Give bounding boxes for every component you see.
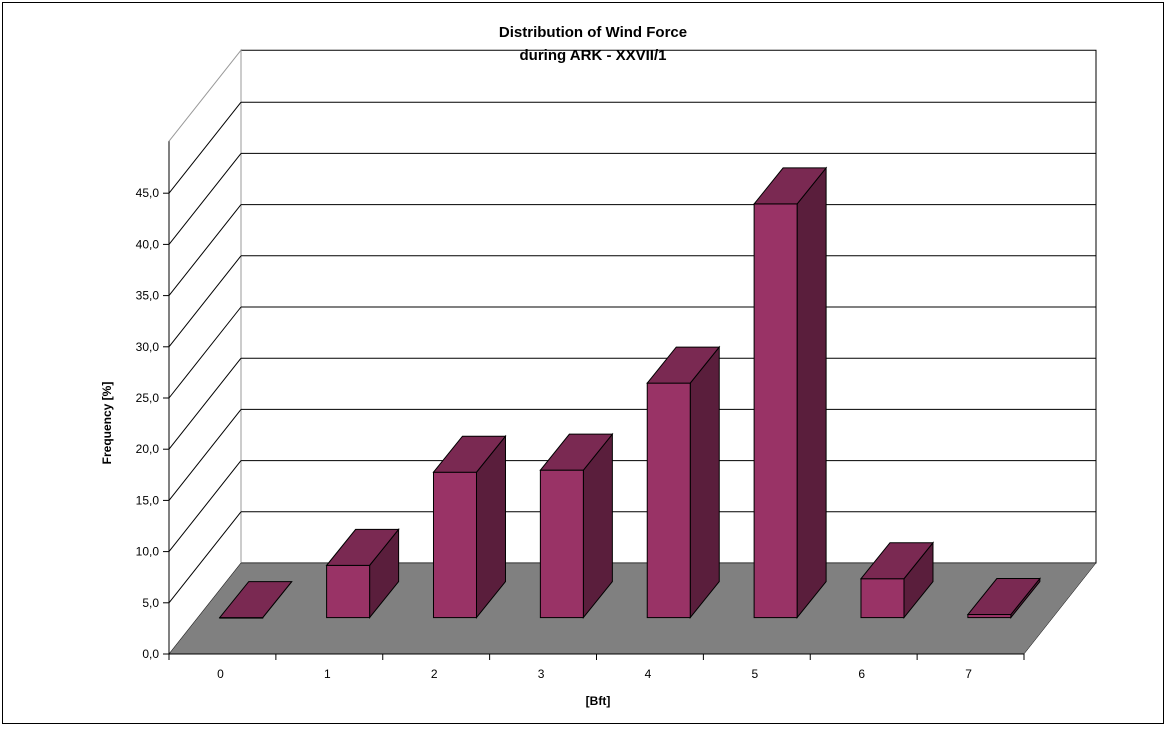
- wind-force-chart: 0,0 5,0 10,0 15,0 20,0 25,0 30,0 35,0 40,0 45,0 0…: [100, 24, 1097, 708]
- gridline-side: [168, 204, 242, 296]
- y-tick-label: 40,0: [136, 237, 160, 251]
- y-tick-labels: 0,0 5,0 10,0 15,0 20,0 25,0 30,0 35,0 40,0 45,0: [136, 186, 160, 661]
- gridline-side: [168, 511, 242, 604]
- y-tick-label: 30,0: [136, 340, 160, 354]
- y-tick-label: 20,0: [136, 442, 160, 456]
- gridlines: [168, 101, 1096, 604]
- y-tick-label: 5,0: [142, 596, 159, 610]
- axes: [163, 141, 1025, 660]
- bar: [753, 166, 828, 620]
- bar-side: [689, 345, 720, 620]
- bar-top: [859, 542, 935, 580]
- x-tick-label: 1: [324, 667, 331, 681]
- bar: [432, 434, 507, 620]
- gridline-side: [168, 255, 242, 348]
- bar: [646, 345, 721, 620]
- bar-front: [326, 564, 371, 619]
- floor-plane: [168, 562, 1097, 655]
- gridline-side: [168, 153, 242, 245]
- bar-top: [432, 435, 507, 473]
- x-tick-label: 3: [538, 667, 545, 681]
- chart-subtitle: during ARK - XXVII/1: [520, 47, 667, 64]
- x-tick-label: 2: [431, 667, 438, 681]
- bar-top: [646, 346, 721, 384]
- y-tick-label: 15,0: [136, 493, 160, 507]
- bar: [966, 577, 1041, 620]
- bar-front: [432, 471, 477, 619]
- gridline-side: [168, 409, 242, 501]
- bar-front: [646, 382, 691, 619]
- chart-title: Distribution of Wind Force: [499, 24, 687, 41]
- bar: [218, 581, 293, 619]
- bar: [325, 527, 400, 620]
- gridline-side: [168, 460, 242, 552]
- y-tick-label: 0,0: [142, 647, 159, 661]
- chart-floor: [168, 562, 1097, 655]
- bar-top: [539, 433, 614, 471]
- x-tick-label: 6: [858, 667, 865, 681]
- y-tick-label: 35,0: [136, 289, 160, 303]
- gridline-side: [168, 306, 242, 399]
- bar-top: [218, 581, 293, 619]
- y-tick-label: 45,0: [136, 186, 160, 200]
- bar-side: [796, 166, 827, 620]
- bar-top: [325, 528, 400, 566]
- bar-top: [966, 578, 1041, 616]
- y-tick-label: 25,0: [136, 391, 160, 405]
- bar: [859, 541, 935, 620]
- y-axis-label: Frequency [%]: [100, 382, 114, 465]
- bar-top: [753, 167, 828, 205]
- bar: [539, 432, 614, 620]
- bars: [218, 166, 1041, 620]
- x-tick-labels: 0 1 2 3 4 5 6 7: [217, 667, 972, 681]
- bar-front: [539, 469, 584, 619]
- x-tick-label: 7: [965, 667, 972, 681]
- gridline-side: [168, 101, 242, 194]
- x-tick-label: 4: [645, 667, 652, 681]
- gridline-side: [168, 357, 242, 450]
- x-tick-label: 5: [751, 667, 758, 681]
- bar-front: [860, 578, 905, 619]
- bar-front: [753, 203, 798, 619]
- y-tick-label: 10,0: [136, 545, 160, 559]
- x-tick-label: 0: [217, 667, 224, 681]
- x-axis-label: [Bft]: [586, 694, 611, 708]
